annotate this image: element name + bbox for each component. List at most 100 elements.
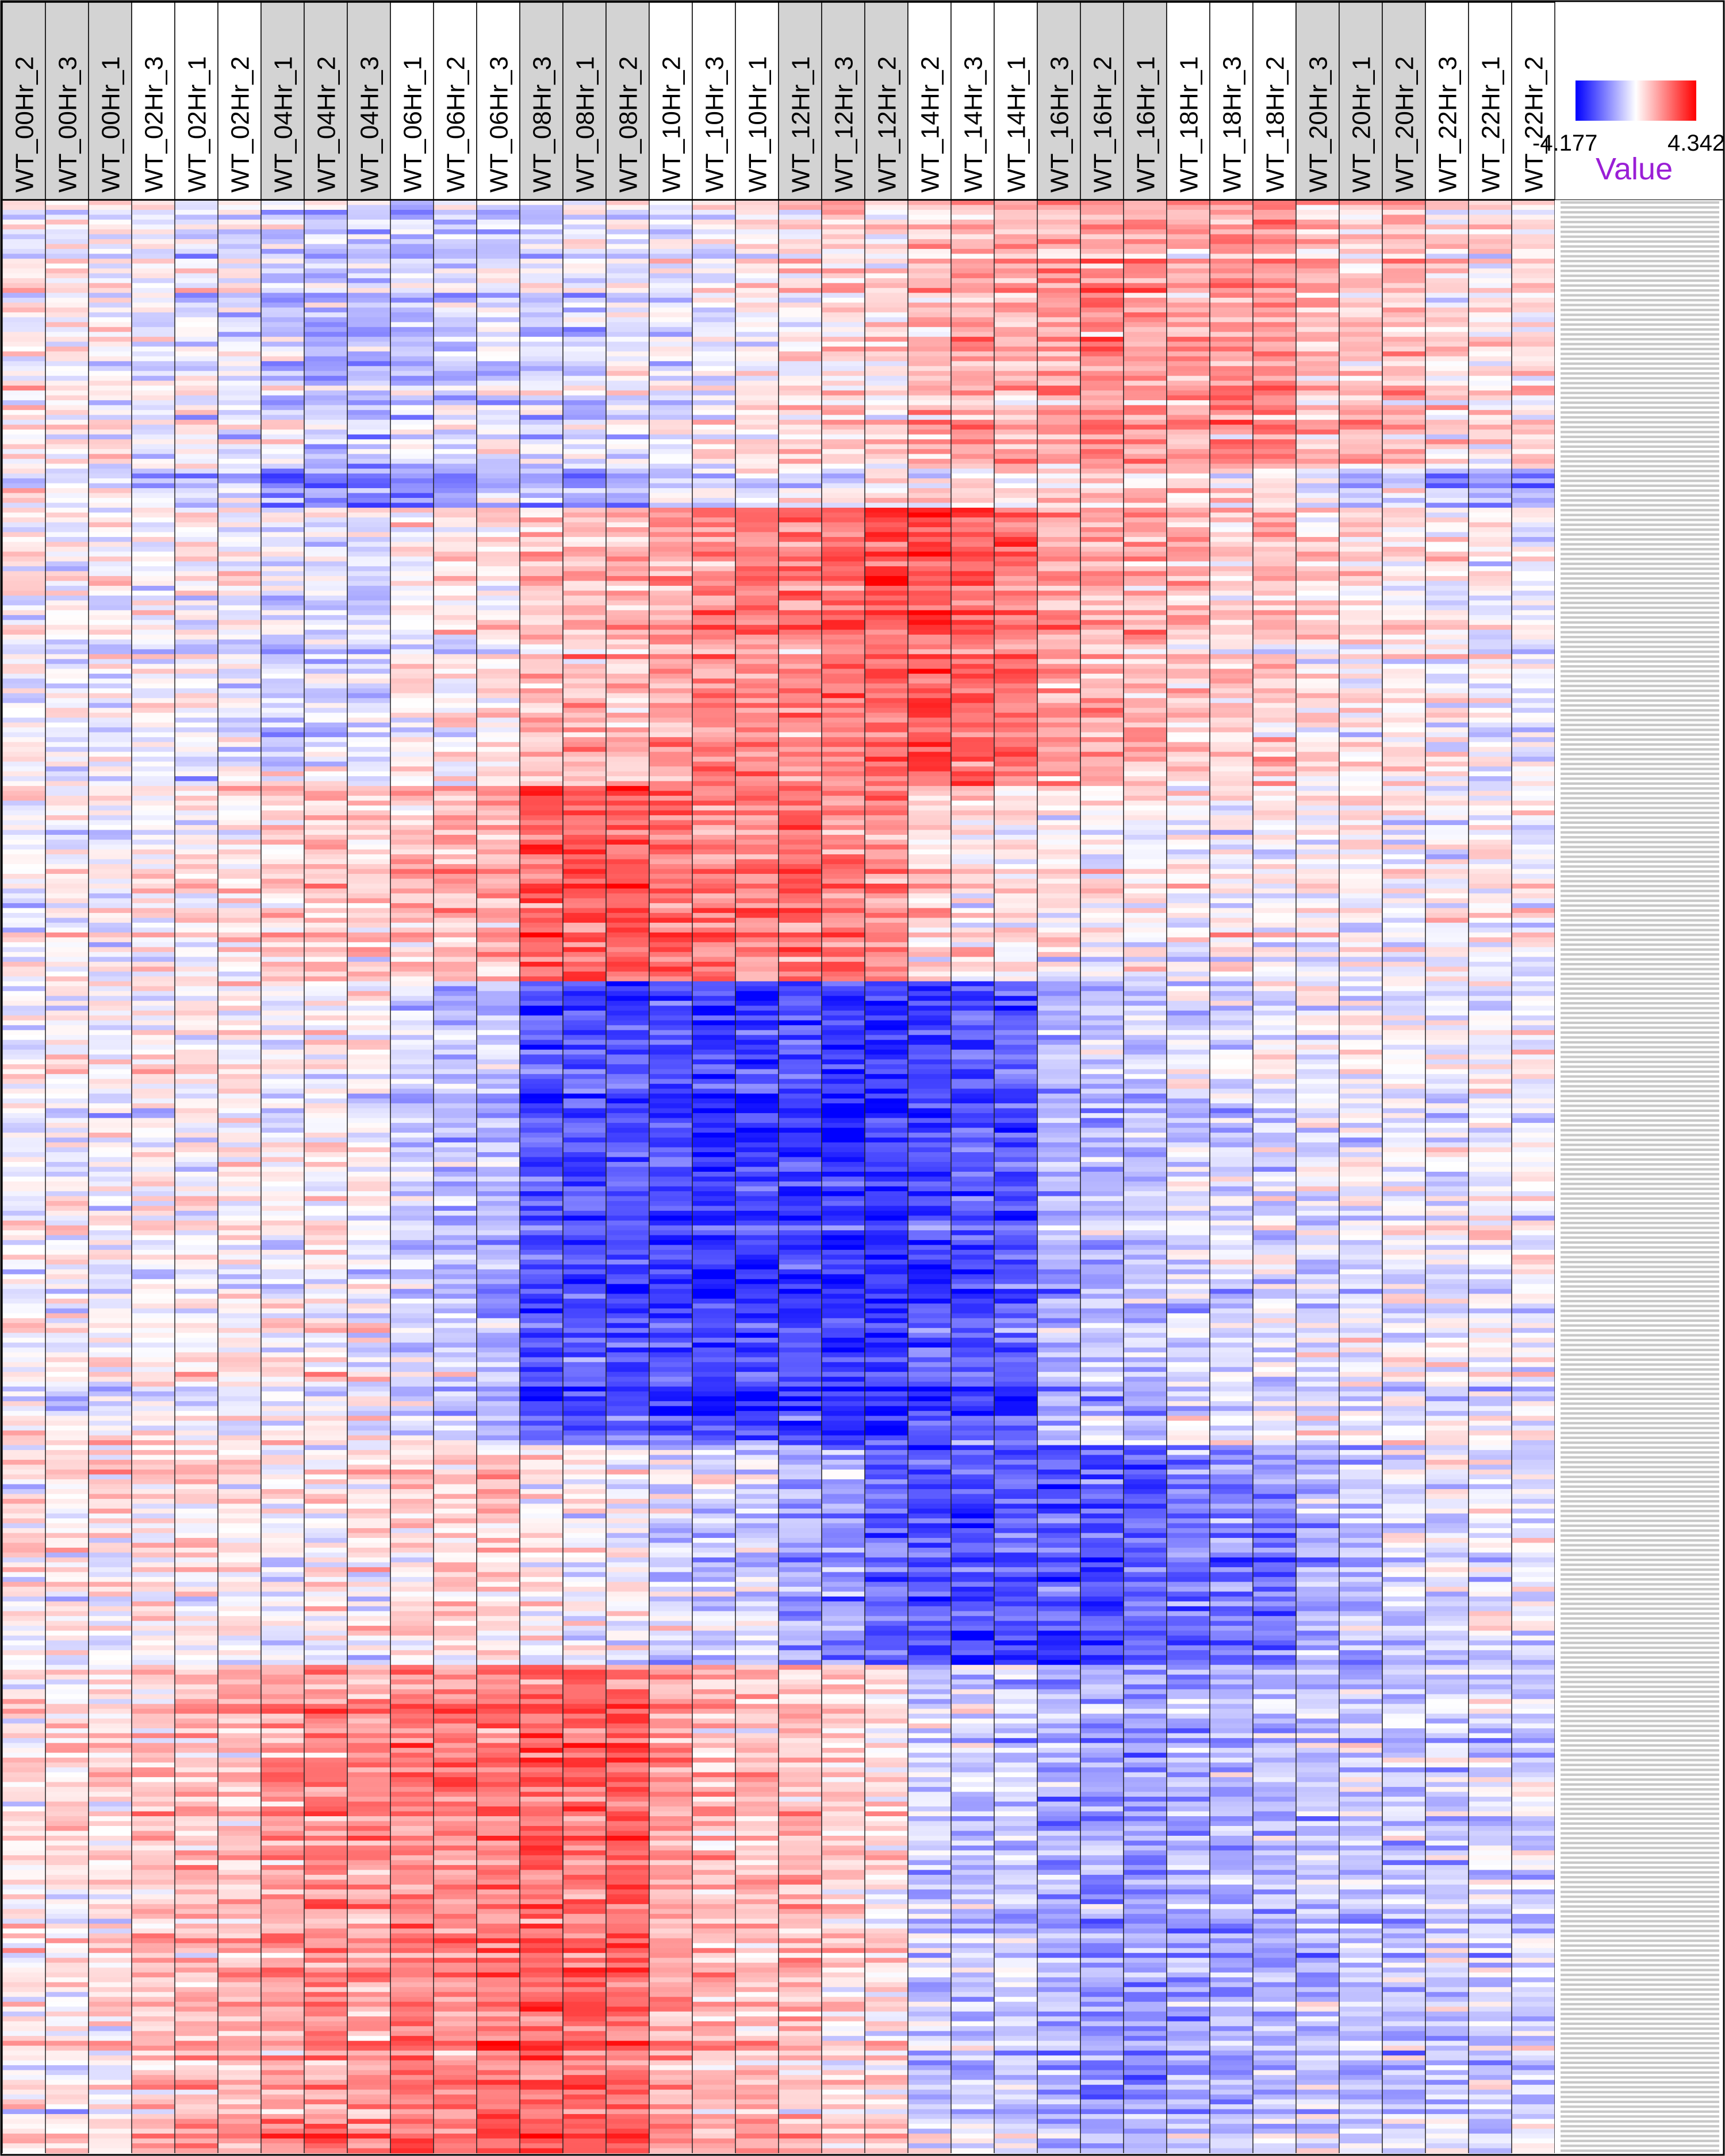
heatmap-cell xyxy=(89,342,132,347)
heatmap-cell xyxy=(477,737,520,743)
heatmap-cell xyxy=(951,209,994,216)
heatmap-cell xyxy=(1210,434,1253,440)
heatmap-cell xyxy=(1167,415,1210,420)
heatmap-cell xyxy=(865,659,908,665)
heatmap-cell xyxy=(477,229,520,235)
heatmap-cell xyxy=(779,624,822,630)
heatmap-cell xyxy=(822,839,865,845)
heatmap-cell xyxy=(779,361,822,367)
heatmap-cell xyxy=(390,239,434,245)
heatmap-cell xyxy=(692,571,735,577)
heatmap-cell xyxy=(1512,644,1555,650)
heatmap-cell xyxy=(477,634,520,640)
heatmap-cell xyxy=(606,835,649,841)
heatmap-cell xyxy=(2,546,45,553)
heatmap-cell xyxy=(434,322,477,328)
heatmap-cell xyxy=(45,410,89,416)
heatmap-cell xyxy=(822,287,865,293)
heatmap-cell xyxy=(649,356,692,362)
heatmap-cell xyxy=(994,610,1037,616)
heatmap-cell xyxy=(1339,209,1382,216)
heatmap-cell xyxy=(1253,610,1296,616)
heatmap-cell xyxy=(951,371,994,377)
heatmap-cell xyxy=(347,508,390,513)
heatmap-cell xyxy=(1382,244,1425,250)
heatmap-cell xyxy=(1339,581,1382,586)
heatmap-cell xyxy=(1339,659,1382,665)
heatmap-cell xyxy=(132,581,175,586)
heatmap-cell xyxy=(1382,502,1425,508)
heatmap-cell xyxy=(304,424,347,430)
heatmap-cell xyxy=(1512,239,1555,245)
heatmap-cell xyxy=(1339,771,1382,777)
heatmap-cell xyxy=(1425,209,1469,216)
heatmap-cell xyxy=(1080,385,1124,391)
heatmap-cell xyxy=(1296,551,1339,557)
heatmap-cell xyxy=(649,600,692,606)
heatmap-cell xyxy=(735,356,779,362)
heatmap-cell xyxy=(261,293,304,298)
heatmap-cell xyxy=(1469,469,1512,474)
heatmap-cell xyxy=(1425,381,1469,386)
heatmap-cell xyxy=(520,678,563,684)
heatmap-cell xyxy=(132,845,175,850)
heatmap-cell xyxy=(1382,751,1425,757)
column-header-bg xyxy=(1037,2,1081,200)
heatmap-cell xyxy=(692,488,735,494)
heatmap-cell xyxy=(951,536,994,543)
heatmap-cell xyxy=(865,473,908,479)
heatmap-cell xyxy=(175,527,218,533)
heatmap-cell xyxy=(1167,317,1210,323)
heatmap-cell xyxy=(606,205,649,210)
heatmap-cell xyxy=(951,258,994,264)
heatmap-cell xyxy=(994,649,1037,655)
heatmap-cell xyxy=(520,224,563,230)
heatmap-cell xyxy=(1512,654,1555,659)
heatmap-cell xyxy=(520,727,563,733)
heatmap-cell xyxy=(1124,698,1167,704)
heatmap-cell xyxy=(951,493,994,498)
heatmap-cell xyxy=(1253,322,1296,328)
heatmap-cell xyxy=(1469,639,1512,645)
heatmap-cell xyxy=(692,624,735,630)
heatmap-cell xyxy=(1339,688,1382,694)
heatmap-cell xyxy=(390,322,434,328)
heatmap-cell xyxy=(994,771,1037,777)
heatmap-cell xyxy=(1425,502,1469,508)
heatmap-cell xyxy=(994,825,1037,831)
heatmap-cell xyxy=(994,542,1037,547)
heatmap-cell xyxy=(1037,258,1080,264)
heatmap-cell xyxy=(89,800,132,806)
heatmap-cell xyxy=(1124,845,1167,850)
heatmap-cell xyxy=(89,698,132,704)
heatmap-cell xyxy=(1296,205,1339,210)
heatmap-cell xyxy=(822,751,865,757)
heatmap-cell xyxy=(1080,766,1124,772)
heatmap-cell xyxy=(1210,727,1253,733)
heatmap-cell xyxy=(218,444,261,450)
heatmap-cell xyxy=(1425,669,1469,674)
heatmap-cell xyxy=(1469,845,1512,850)
heatmap-cell xyxy=(1210,512,1253,518)
heatmap-cell xyxy=(1425,532,1469,538)
heatmap-cell xyxy=(1382,469,1425,474)
heatmap-cell xyxy=(45,224,89,230)
heatmap-cell xyxy=(89,498,132,504)
heatmap-cell xyxy=(908,385,951,391)
heatmap-cell xyxy=(434,845,477,850)
heatmap-cell xyxy=(175,742,218,747)
heatmap-cell xyxy=(1124,639,1167,645)
heatmap-cell xyxy=(1382,590,1425,596)
heatmap-cell xyxy=(175,532,218,538)
heatmap-cell xyxy=(261,473,304,479)
heatmap-cell xyxy=(692,478,735,484)
heatmap-cell xyxy=(649,708,692,713)
heatmap-cell xyxy=(1037,718,1080,723)
heatmap-cell xyxy=(908,273,951,279)
heatmap-cell xyxy=(779,546,822,553)
heatmap-cell xyxy=(1512,615,1555,620)
heatmap-cell xyxy=(951,727,994,733)
heatmap-cell xyxy=(563,532,606,538)
heatmap-cell xyxy=(951,454,994,459)
heatmap-cell xyxy=(2,463,45,469)
